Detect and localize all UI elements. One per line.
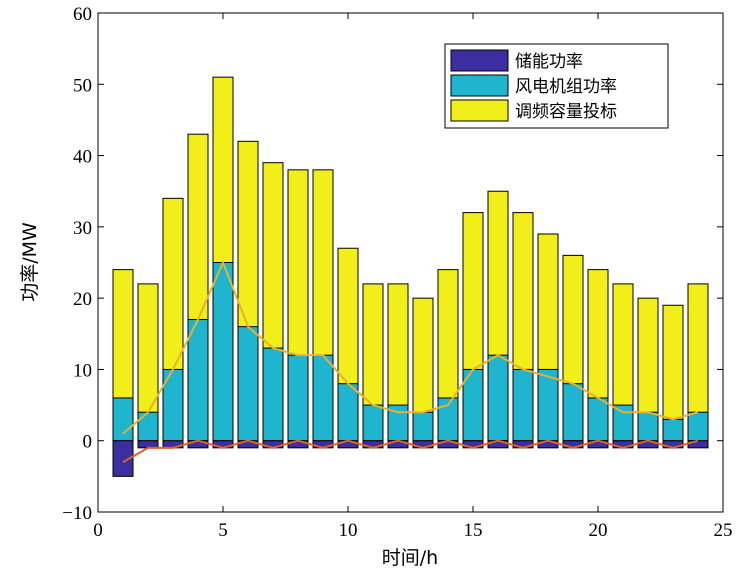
legend-label-2: 调频容量投标 xyxy=(515,102,617,122)
bar-series-0-hour-1 xyxy=(112,440,134,477)
lines xyxy=(122,259,699,463)
bar-series-1-hour-22 xyxy=(637,411,659,442)
bar-series-1-hour-4 xyxy=(187,319,209,442)
bar-series-1-hour-10 xyxy=(337,383,359,442)
y-tick-label-60: 60 xyxy=(73,4,92,25)
y-tick-label-40: 40 xyxy=(73,147,92,168)
x-tick-label-0: 0 xyxy=(93,520,103,541)
bar-series-1-hour-7 xyxy=(262,347,284,442)
y-tick-label-10: 10 xyxy=(73,360,92,381)
legend-swatch-1 xyxy=(450,74,509,97)
bar-series-1-hour-9 xyxy=(312,354,334,442)
legend-swatch-0 xyxy=(450,49,509,72)
legend-label-0: 储能功率 xyxy=(515,52,583,72)
line-0 xyxy=(122,259,699,435)
x-tick-label-5: 5 xyxy=(218,520,228,541)
bar-series-1-hour-24 xyxy=(687,411,709,442)
x-tick-label-10: 10 xyxy=(339,520,358,541)
bar-series-1-hour-11 xyxy=(362,404,384,442)
y-axis-title: 功率/MW xyxy=(19,222,41,302)
x-tick-label-15: 15 xyxy=(464,520,483,541)
bar-series-0-hour-2 xyxy=(137,440,159,449)
bar-series-1-hour-18 xyxy=(537,368,559,442)
x-axis-title: 时间/h xyxy=(382,547,438,569)
bar-series-1-hour-19 xyxy=(562,383,584,442)
bar-series-1-hour-8 xyxy=(287,354,309,442)
bar-series-1-hour-13 xyxy=(412,411,434,442)
bar-series-1-hour-21 xyxy=(612,404,634,442)
bar-series-1-hour-20 xyxy=(587,397,609,442)
x-tick-label-25: 25 xyxy=(714,520,733,541)
x-tick-label-20: 20 xyxy=(589,520,608,541)
bar-series-1-hour-1 xyxy=(112,397,134,442)
bar-series-1-hour-17 xyxy=(512,368,534,442)
y-tick-label-30: 30 xyxy=(73,218,92,239)
legend-label-1: 风电机组功率 xyxy=(515,77,617,97)
bar-series-1-hour-2 xyxy=(137,411,159,442)
plot-frame xyxy=(97,12,724,513)
y-tick-label-50: 50 xyxy=(73,75,92,96)
legend-swatch-2 xyxy=(450,99,509,122)
bar-series-1-hour-16 xyxy=(487,354,509,442)
bar-series-1-hour-6 xyxy=(237,326,259,442)
bar-series-1-hour-23 xyxy=(662,418,684,442)
y-tick-label--10: −10 xyxy=(62,503,92,524)
bars xyxy=(112,76,709,477)
bar-series-1-hour-5 xyxy=(212,262,234,442)
line-1 xyxy=(122,439,699,463)
y-tick-label-0: 0 xyxy=(83,432,93,453)
y-tick-label-20: 20 xyxy=(73,289,92,310)
